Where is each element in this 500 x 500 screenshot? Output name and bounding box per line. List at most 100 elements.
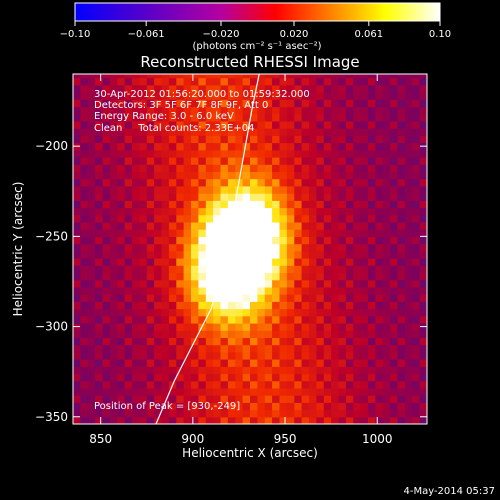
heatmap-cell	[176, 301, 185, 310]
heatmap-cell	[117, 337, 126, 346]
heatmap-cell	[102, 74, 111, 79]
heatmap-cell	[345, 409, 354, 418]
heatmap-cell	[161, 279, 170, 288]
heatmap-cell	[331, 395, 340, 403]
heatmap-cell	[309, 402, 317, 411]
heatmap-cell	[286, 301, 295, 310]
heatmap-cell	[235, 207, 244, 216]
heatmap-cell	[338, 113, 347, 122]
heatmap-cell	[286, 77, 295, 86]
heatmap-cell	[323, 373, 332, 382]
heatmap-cell	[316, 229, 325, 237]
heatmap-cell	[250, 315, 258, 324]
heatmap-cell	[168, 77, 177, 86]
heatmap-cell	[213, 113, 222, 122]
heatmap-cell	[80, 157, 89, 165]
heatmap-cell	[316, 351, 325, 360]
heatmap-cell	[132, 315, 140, 324]
heatmap-cell	[375, 315, 384, 324]
heatmap-cell	[264, 387, 273, 396]
heatmap-cell	[109, 77, 118, 86]
heatmap-cell	[345, 265, 354, 273]
heatmap-cell	[146, 229, 155, 237]
heatmap-cell	[331, 74, 340, 79]
heatmap-cell	[183, 380, 192, 389]
heatmap-cell	[176, 330, 185, 338]
heatmap-cell	[213, 308, 222, 317]
heatmap-cell	[294, 120, 303, 129]
heatmap-cell	[80, 373, 89, 382]
heatmap-cell	[95, 258, 104, 266]
heatmap-cell	[242, 330, 251, 338]
heatmap-cell	[404, 387, 413, 396]
heatmap-cell	[102, 185, 111, 194]
heatmap-cell	[272, 185, 281, 194]
heatmap-cell	[353, 301, 362, 310]
heatmap-cell	[168, 395, 177, 403]
heatmap-cell	[220, 221, 229, 230]
colorbar-tick-label: 0.020	[280, 29, 309, 40]
heatmap-cell	[360, 106, 369, 115]
heatmap-cell	[132, 308, 140, 317]
heatmap-cell	[279, 214, 288, 223]
heatmap-cell	[154, 387, 163, 396]
heatmap-cell	[109, 387, 118, 396]
heatmap-cell	[220, 120, 229, 129]
heatmap-cell	[73, 113, 81, 122]
heatmap-cell	[168, 99, 177, 108]
heatmap-cell	[250, 185, 258, 194]
peak-position-label: Position of Peak = [930,-249]	[94, 401, 240, 412]
heatmap-cell	[338, 258, 347, 266]
heatmap-cell	[264, 157, 273, 165]
heatmap-cell	[191, 395, 199, 403]
heatmap-cell	[412, 142, 421, 151]
heatmap-cell	[382, 92, 391, 100]
heatmap-cell	[345, 373, 354, 382]
heatmap-cell	[390, 77, 399, 86]
plot-area: 850 900 950 1000−200−250−300−350 30-Apr-201…	[35, 73, 428, 446]
heatmap-cell	[154, 337, 163, 346]
heatmap-cell	[146, 185, 155, 194]
heatmap-cell	[338, 373, 347, 382]
heatmap-cell	[250, 193, 258, 201]
heatmap-cell	[412, 99, 421, 108]
heatmap-cell	[309, 149, 317, 158]
heatmap-cell	[183, 323, 192, 331]
heatmap-cell	[95, 92, 104, 100]
heatmap-cell	[404, 135, 413, 144]
heatmap-cell	[176, 416, 185, 424]
heatmap-cell	[139, 77, 148, 86]
heatmap-cell	[375, 286, 384, 295]
heatmap-cell	[375, 258, 384, 266]
heatmap-cell	[368, 351, 376, 360]
heatmap-cell	[205, 113, 214, 122]
heatmap-cell	[279, 243, 288, 252]
heatmap-cell	[73, 92, 81, 100]
heatmap-cell	[242, 236, 251, 245]
heatmap-cell	[242, 258, 251, 266]
heatmap-cell	[264, 272, 273, 281]
heatmap-cell	[154, 279, 163, 288]
heatmap-cell	[419, 337, 427, 346]
heatmap-cell	[279, 351, 288, 360]
heatmap-cell	[353, 279, 362, 288]
heatmap-cell	[368, 128, 376, 136]
heatmap-cell	[124, 171, 133, 180]
heatmap-cell	[154, 286, 163, 295]
heatmap-cell	[331, 416, 340, 424]
heatmap-cell	[397, 330, 406, 338]
heatmap-cell	[331, 171, 340, 180]
heatmap-cell	[102, 359, 111, 367]
heatmap-cell	[235, 416, 244, 424]
heatmap-cell	[309, 164, 317, 172]
heatmap-cell	[213, 373, 222, 382]
heatmap-cell	[316, 279, 325, 288]
heatmap-cell	[227, 294, 236, 302]
heatmap-cell	[250, 323, 258, 331]
heatmap-cell	[161, 92, 170, 100]
colorbar-unit-label: (photons cm⁻² s⁻¹ asec⁻²)	[192, 41, 321, 52]
heatmap-cell	[220, 193, 229, 201]
heatmap-cell	[257, 395, 266, 403]
heatmap-cell	[404, 301, 413, 310]
heatmap-cell	[161, 258, 170, 266]
